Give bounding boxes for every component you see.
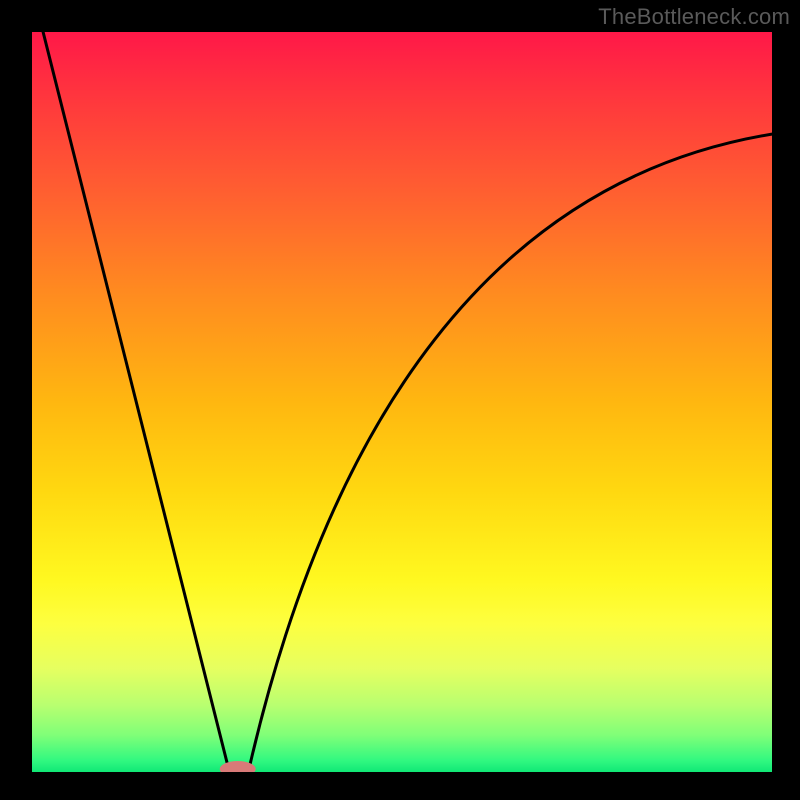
bottleneck-chart	[0, 0, 800, 800]
minimum-marker	[220, 761, 256, 777]
chart-container: TheBottleneck.com	[0, 0, 800, 800]
plot-background	[32, 32, 772, 772]
watermark-text: TheBottleneck.com	[598, 4, 790, 30]
